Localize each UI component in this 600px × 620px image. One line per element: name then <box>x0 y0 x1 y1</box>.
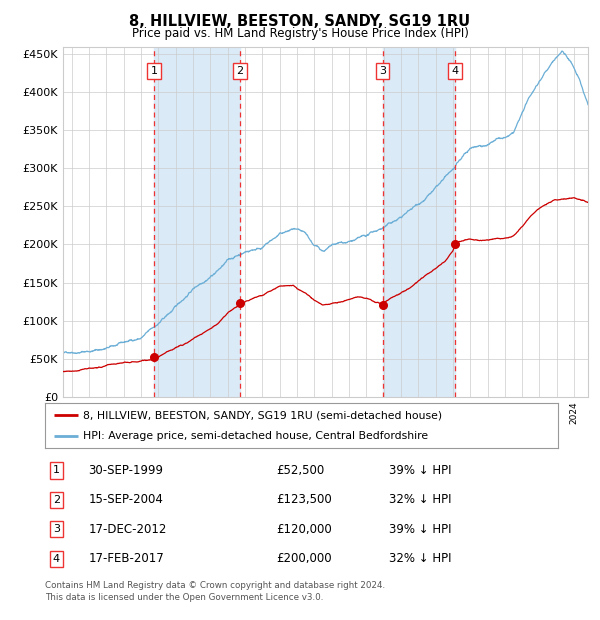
Text: £123,500: £123,500 <box>276 494 332 507</box>
Text: HPI: Average price, semi-detached house, Central Bedfordshire: HPI: Average price, semi-detached house,… <box>83 430 428 441</box>
Text: Price paid vs. HM Land Registry's House Price Index (HPI): Price paid vs. HM Land Registry's House … <box>131 27 469 40</box>
Text: 3: 3 <box>379 66 386 76</box>
Bar <box>154 46 240 397</box>
Text: 8, HILLVIEW, BEESTON, SANDY, SG19 1RU: 8, HILLVIEW, BEESTON, SANDY, SG19 1RU <box>130 14 470 29</box>
Bar <box>383 46 455 397</box>
Text: 17-FEB-2017: 17-FEB-2017 <box>89 552 164 565</box>
Text: £200,000: £200,000 <box>276 552 331 565</box>
Text: 39% ↓ HPI: 39% ↓ HPI <box>389 523 451 536</box>
Text: 4: 4 <box>53 554 60 564</box>
Text: 2: 2 <box>236 66 244 76</box>
Text: 2: 2 <box>53 495 60 505</box>
Text: 32% ↓ HPI: 32% ↓ HPI <box>389 494 451 507</box>
Text: 32% ↓ HPI: 32% ↓ HPI <box>389 552 451 565</box>
Text: 39% ↓ HPI: 39% ↓ HPI <box>389 464 451 477</box>
Text: 3: 3 <box>53 525 60 534</box>
Text: £52,500: £52,500 <box>276 464 324 477</box>
Text: 1: 1 <box>53 466 60 476</box>
Text: 30-SEP-1999: 30-SEP-1999 <box>89 464 164 477</box>
Text: Contains HM Land Registry data © Crown copyright and database right 2024.: Contains HM Land Registry data © Crown c… <box>45 581 385 590</box>
Text: 8, HILLVIEW, BEESTON, SANDY, SG19 1RU (semi-detached house): 8, HILLVIEW, BEESTON, SANDY, SG19 1RU (s… <box>83 410 443 420</box>
Text: £120,000: £120,000 <box>276 523 332 536</box>
Text: This data is licensed under the Open Government Licence v3.0.: This data is licensed under the Open Gov… <box>45 593 323 602</box>
Text: 15-SEP-2004: 15-SEP-2004 <box>89 494 163 507</box>
Text: 1: 1 <box>151 66 157 76</box>
Text: 17-DEC-2012: 17-DEC-2012 <box>89 523 167 536</box>
Text: 4: 4 <box>452 66 458 76</box>
